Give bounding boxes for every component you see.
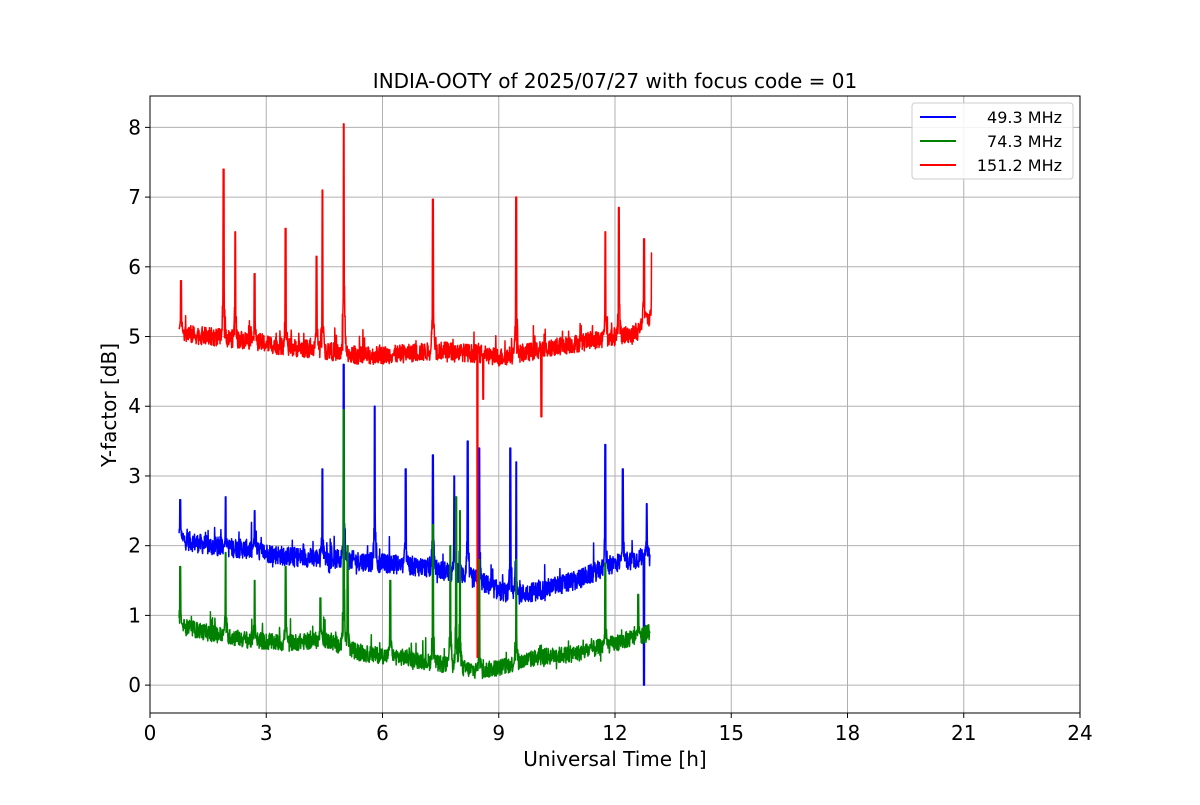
y-tick-label-5: 5 bbox=[128, 325, 141, 349]
legend-label-1: 74.3 MHz bbox=[987, 132, 1062, 151]
x-tick-label-24: 24 bbox=[1067, 721, 1092, 745]
x-tick-label-12: 12 bbox=[602, 721, 627, 745]
x-tick-label-21: 21 bbox=[951, 721, 976, 745]
x-tick-label-6: 6 bbox=[376, 721, 389, 745]
y-tick-label-1: 1 bbox=[128, 603, 141, 627]
x-tick-label-18: 18 bbox=[835, 721, 860, 745]
x-tick-label-0: 0 bbox=[144, 721, 157, 745]
legend-label-2: 151.2 MHz bbox=[977, 156, 1062, 175]
y-tick-label-7: 7 bbox=[128, 185, 141, 209]
chart-title: INDIA-OOTY of 2025/07/27 with focus code… bbox=[373, 69, 857, 93]
y-tick-label-2: 2 bbox=[128, 534, 141, 558]
y-tick-label-4: 4 bbox=[128, 394, 141, 418]
x-tick-label-15: 15 bbox=[719, 721, 744, 745]
series-line-1 bbox=[178, 408, 651, 680]
y-axis-label: Y-factor [dB] bbox=[97, 343, 121, 468]
series-line-0 bbox=[178, 363, 651, 686]
y-tick-label-0: 0 bbox=[128, 673, 141, 697]
y-tick-label-3: 3 bbox=[128, 464, 141, 488]
legend: 49.3 MHz 74.3 MHz 151.2 MHz bbox=[911, 102, 1074, 180]
x-tick-label-3: 3 bbox=[260, 721, 273, 745]
x-axis-label: Universal Time [h] bbox=[523, 747, 706, 771]
legend-label-0: 49.3 MHz bbox=[987, 108, 1062, 127]
series-layer bbox=[178, 123, 653, 686]
y-tick-label-6: 6 bbox=[128, 255, 141, 279]
y-tick-label-8: 8 bbox=[128, 115, 141, 139]
legend-box bbox=[911, 102, 1074, 180]
series-line-2 bbox=[178, 123, 653, 658]
grid bbox=[149, 96, 1081, 713]
x-tick-label-9: 9 bbox=[492, 721, 505, 745]
